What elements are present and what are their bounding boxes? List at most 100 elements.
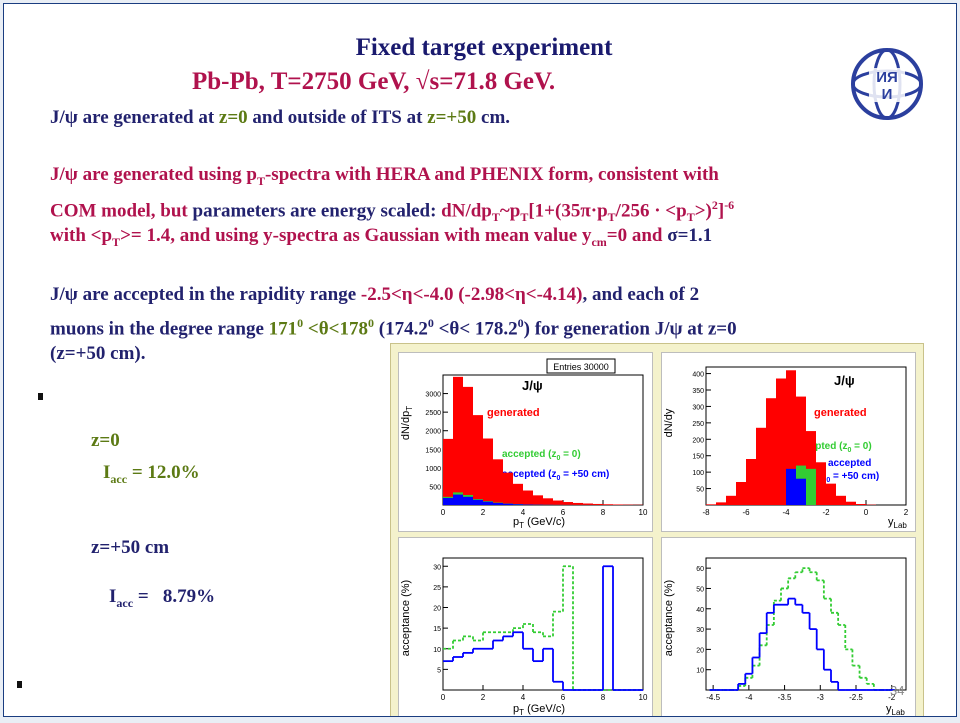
plot-frame: [706, 558, 906, 690]
x-tick-label: -3.5: [778, 693, 792, 702]
generated-bar: [776, 379, 786, 506]
x-tick-label: 10: [639, 508, 648, 517]
x-tick-label: 8: [601, 693, 606, 702]
acceptance-y-chart: acceptance (%) yLab -4.5-4-3.5-3-2.5-210…: [662, 538, 915, 716]
histogram-figure: dN/dpT Entries 30000 J/ψ generated accep…: [390, 343, 924, 717]
y-axis-label: acceptance (%): [663, 580, 675, 656]
acceptance-line-1: J/ψ are accepted in the rapidity range -…: [50, 282, 699, 308]
y-tick-label: 100: [692, 470, 704, 477]
x-tick-label: 2: [481, 508, 486, 517]
accepted-z50-bar: [453, 495, 463, 505]
generated-bar: [483, 439, 493, 505]
text: /256 · <p: [616, 200, 687, 221]
y-tick-label: 30: [696, 627, 704, 634]
text: >): [695, 200, 712, 221]
y-tick-label: 10: [433, 647, 441, 654]
acc2-z: z=+50 cm: [91, 535, 169, 561]
x-tick-label: 2: [481, 693, 486, 702]
text: σ=1.1: [667, 225, 712, 246]
y-tick-label: 200: [692, 437, 704, 444]
text: muons in the degree range: [50, 318, 269, 339]
entries-text: Entries 30000: [553, 362, 609, 372]
accepted-z50-bar: [513, 504, 523, 505]
x-tick-label: -2.5: [849, 693, 863, 702]
accepted-z0-label: accepted (z0 = 0): [502, 449, 581, 462]
y-tick-label: 3000: [425, 392, 441, 399]
sub: T: [112, 235, 120, 249]
text: =0 and: [607, 225, 667, 246]
y-axis-label: dN/dy: [663, 408, 675, 437]
x-tick-label: 0: [864, 508, 869, 517]
slide: Fixed target experiment Pb-Pb, T=2750 Ge…: [3, 3, 957, 717]
y-tick-label: 20: [696, 647, 704, 654]
generated-label: generated: [487, 407, 540, 419]
text: = 12.0%: [127, 462, 200, 483]
x-axis-label: pT (GeV/c): [513, 703, 565, 716]
x-tick-label: -4: [745, 693, 753, 702]
sub: T: [257, 174, 265, 188]
accepted-z50-bar: [493, 503, 503, 505]
x-tick-label: -6: [742, 508, 750, 517]
y-tick-label: 1500: [425, 447, 441, 454]
x-axis-label: yLab: [888, 516, 907, 530]
text: J/ψ are accepted in the rapidity range: [50, 284, 361, 305]
page-number: 34: [890, 683, 904, 698]
accepted-z50-bar: [786, 469, 796, 505]
x-tick-label: 6: [561, 508, 566, 517]
text: J/ψ are generated using p: [50, 164, 257, 185]
y-tick-label: 10: [696, 668, 704, 675]
inr-logo: ИЯ И: [847, 44, 927, 124]
panel-pt-spectrum: dN/dpT Entries 30000 J/ψ generated accep…: [398, 352, 653, 532]
text: with <p: [50, 225, 112, 246]
generated-bar: [503, 473, 513, 505]
accepted-z50-label-1: accepted: [828, 458, 871, 469]
generated-bar: [533, 495, 543, 505]
y-tick-label: 50: [696, 586, 704, 593]
y-axis-label: dN/dpT: [400, 406, 414, 440]
accepted-z50-bar: [473, 500, 483, 505]
generated-bar: [736, 482, 746, 505]
intro-text-c: and outside of ITS at: [248, 107, 428, 128]
x-tick-label: -8: [702, 508, 710, 517]
y-tick-label: 60: [696, 566, 704, 573]
y-tick-label: 5: [437, 667, 441, 674]
generated-bar: [513, 484, 523, 505]
x-tick-label: -4.5: [706, 693, 720, 702]
generated-bar: [553, 501, 563, 505]
generated-bar: [563, 502, 573, 505]
accepted-z50-label-2: (z0 = +50 cm): [818, 471, 879, 484]
x-tick-label: 8: [601, 508, 606, 517]
bullet-marker: [38, 393, 43, 400]
generated-bar: [573, 503, 583, 505]
text: >= 1.4,: [120, 225, 180, 246]
accepted-z50-bar: [483, 502, 493, 505]
accepted-z50-bar: [443, 498, 453, 505]
x-tick-label: 4: [521, 693, 526, 702]
text: -2.5<η<-4.0 (-2.98<η<-4.14): [361, 284, 583, 305]
acc2-value: Iacc = 8.79%: [109, 584, 215, 616]
text: dN/dp: [441, 200, 492, 221]
svg-text:И: И: [882, 86, 893, 103]
text: <θ<178: [303, 318, 368, 339]
y-tick-label: 2500: [425, 410, 441, 417]
x-axis-label: pT (GeV/c): [513, 516, 565, 530]
intro-text-e: cm.: [476, 107, 510, 128]
slide-subtitle: Pb-Pb, T=2750 GeV, √s=71.8 GeV.: [192, 68, 555, 96]
x-tick-label: 0: [441, 508, 446, 517]
intro-line: J/ψ are generated at z=0 and outside of …: [50, 105, 510, 131]
text: COM model, but: [50, 200, 193, 221]
text: [1+(35π·p: [528, 200, 607, 221]
generated-bar: [766, 398, 776, 505]
generated-bar: [746, 459, 756, 505]
generated-bar: [523, 491, 533, 505]
acc1-value: Iacc = 12.0%: [103, 460, 200, 492]
y-tick-label: 1000: [425, 466, 441, 473]
text: = 8.79%: [133, 586, 215, 607]
y-tick-label: 250: [692, 421, 704, 428]
y-tick-label: 350: [692, 388, 704, 395]
y-spectrum-chart: dN/dy J/ψ generated accepted (z0 = 0) ac…: [662, 353, 915, 531]
intro-z50: z=+50: [427, 107, 476, 128]
intro-text-a: J/ψ are generated at: [50, 107, 219, 128]
